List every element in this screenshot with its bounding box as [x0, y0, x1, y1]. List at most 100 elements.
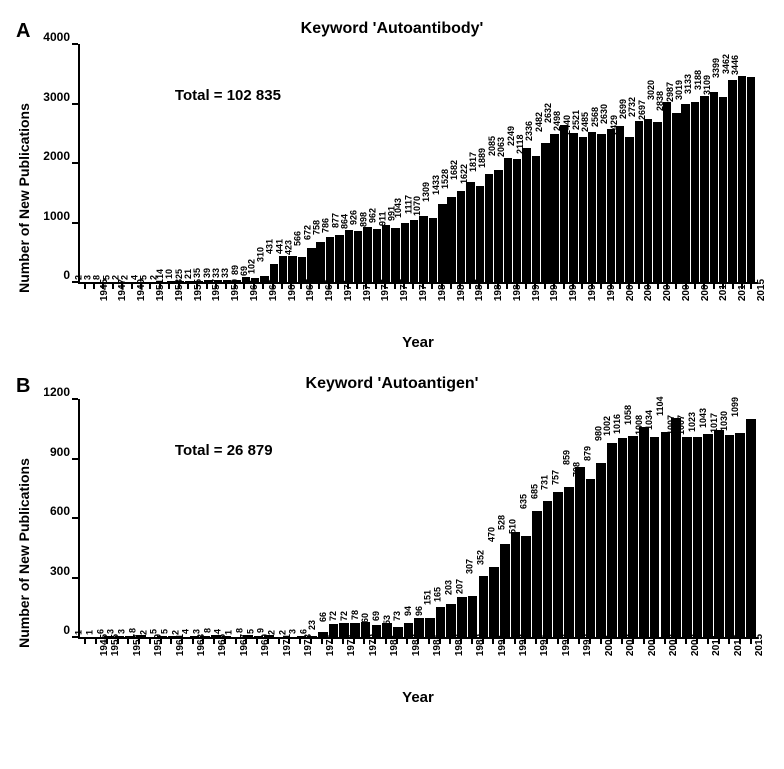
bar: 510 — [521, 536, 531, 637]
bar-slot: 2249 — [522, 44, 531, 282]
xtick-slot — [446, 284, 455, 330]
bar: 2063 — [513, 159, 521, 282]
xtick-mark — [431, 284, 433, 289]
bar-slot: 8 — [136, 399, 147, 637]
bar-slot: 5 — [110, 44, 119, 282]
bar: 1104 — [671, 418, 681, 637]
xtick-mark — [170, 639, 172, 644]
ytick-label: 600 — [50, 504, 70, 518]
bar-slot: 8 — [101, 44, 110, 282]
xtick-mark — [385, 639, 387, 644]
xtick-slot — [709, 284, 718, 330]
xtick-mark — [337, 284, 339, 289]
bar-value-label: 431 — [265, 239, 275, 256]
bar-slot: 2 — [178, 399, 189, 637]
bar: 2697 — [653, 122, 661, 282]
bar-value-label: 528 — [497, 515, 507, 532]
xtick-mark — [469, 284, 471, 289]
xtick-mark — [213, 639, 215, 644]
xtick-mark — [471, 639, 473, 644]
bar-value-label: 96 — [414, 606, 424, 618]
xtick-slot: 2011 — [700, 284, 709, 330]
bar-slot: 2632 — [559, 44, 568, 282]
bar-slot: 2 — [285, 399, 296, 637]
ytick-label: 1200 — [43, 385, 70, 399]
xtick-slot: 1995 — [550, 284, 559, 330]
xtick-mark — [356, 284, 358, 289]
xtick-slot: 1999 — [587, 284, 596, 330]
xtick-slot — [295, 639, 306, 685]
xtick-mark — [149, 639, 151, 644]
bar-slot: 2429 — [625, 44, 634, 282]
xtick-slot — [424, 639, 435, 685]
xtick-mark — [412, 284, 414, 289]
bar-slot: 3 — [114, 399, 125, 637]
xtick-mark — [187, 284, 189, 289]
xtick-slot: 2001 — [585, 639, 596, 685]
xtick-slot — [183, 284, 192, 330]
bar-slot: 898 — [372, 44, 381, 282]
bar-slot: 2440 — [578, 44, 587, 282]
bar: 2085 — [504, 158, 512, 282]
xtick-slot — [166, 639, 177, 685]
xtick-slot — [728, 284, 737, 330]
xtick-slot: 1967 — [287, 284, 296, 330]
xtick-slot: 1973 — [343, 284, 352, 330]
bar: 635 — [532, 511, 542, 637]
bar-value-label: 151 — [422, 590, 432, 607]
bar-slot: 731 — [553, 399, 564, 637]
xtick-mark — [168, 284, 170, 289]
xtick-slot — [230, 639, 241, 685]
bar: 859 — [575, 467, 585, 637]
bar-value-label: 2498 — [552, 111, 562, 133]
xtick-slot: 1983 — [391, 639, 402, 685]
xtick-slot: 1989 — [456, 639, 467, 685]
bar: 757 — [564, 487, 574, 637]
xtick-slot: 1993 — [531, 284, 540, 330]
xtick-slot — [123, 639, 134, 685]
chart-a-bars: 2385224521410252135393333896910231043144… — [80, 44, 758, 282]
xtick-mark — [299, 639, 301, 644]
xtick-mark — [318, 284, 320, 289]
bar-slot: 203 — [457, 399, 468, 637]
bar-value-label: 1043 — [698, 408, 708, 430]
chart-b-ylabel: Number of New Publications — [16, 458, 32, 648]
bar: 528 — [511, 532, 521, 637]
xtick-slot: 1989 — [493, 284, 502, 330]
xtick-mark — [149, 284, 151, 289]
xtick-slot: 1949 — [118, 284, 127, 330]
xtick-slot — [521, 284, 530, 330]
xtick-mark — [535, 639, 537, 644]
panel-b-label: B — [16, 375, 30, 398]
bar: 798 — [586, 479, 596, 637]
bar: 151 — [436, 607, 446, 637]
xtick-mark — [657, 284, 659, 289]
xtick-slot: 1965 — [198, 639, 209, 685]
ytick-label: 900 — [50, 445, 70, 459]
chart-b-bars: 1163382552438418592236236672727860695373… — [80, 399, 758, 637]
bar-slot: 10 — [176, 44, 185, 282]
xtick-mark — [544, 284, 546, 289]
xtick-slot: 1965 — [268, 284, 277, 330]
xtick-mark — [300, 284, 302, 289]
bar-value-label: 685 — [529, 484, 539, 501]
xtick-mark — [106, 639, 108, 644]
xtick-mark — [694, 284, 696, 289]
ytick-label: 2000 — [43, 149, 70, 163]
bar-value-label: 2485 — [580, 112, 590, 134]
bar: 685 — [543, 501, 553, 637]
bar: 3019 — [691, 102, 699, 282]
xtick-slot: 1987 — [434, 639, 445, 685]
bar-slot: 69 — [382, 399, 393, 637]
xtick-slot: 2015 — [735, 639, 746, 685]
bar-value-label: 566 — [293, 231, 303, 248]
bar-slot: 911 — [391, 44, 400, 282]
bar-slot: 2699 — [634, 44, 643, 282]
bar-value-label: 3133 — [683, 74, 693, 96]
bar: 1007 — [693, 437, 703, 637]
xtick-slot — [390, 284, 399, 330]
xtick-slot — [273, 639, 284, 685]
bar-value-label: 207 — [454, 579, 464, 596]
xtick-slot — [615, 284, 624, 330]
bar-slot: 877 — [344, 44, 353, 282]
